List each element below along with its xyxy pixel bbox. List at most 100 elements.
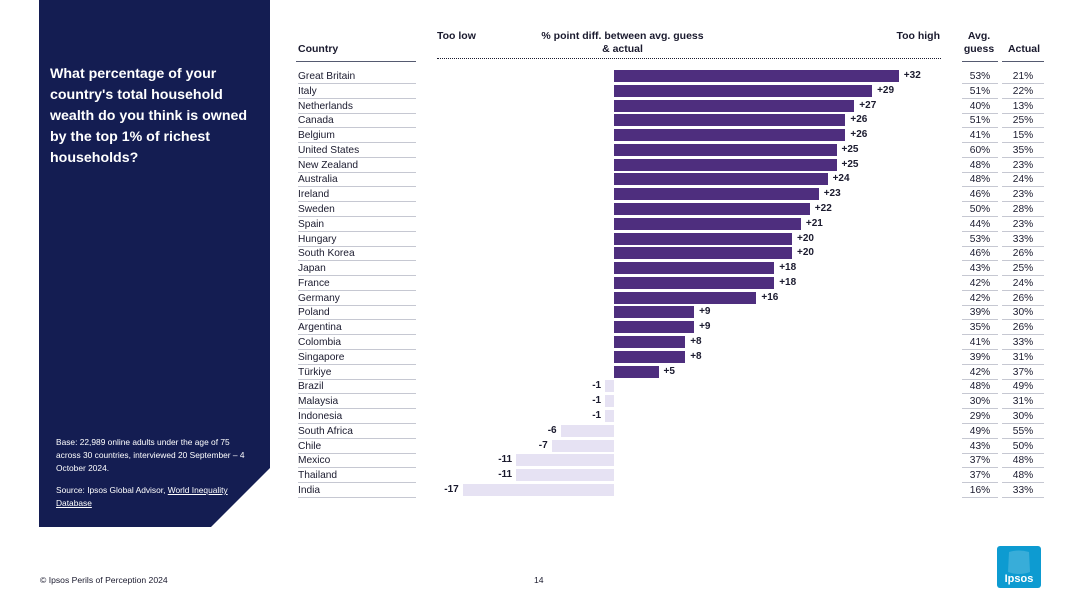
chart-row: Belgium +26 41% 15% — [0, 128, 1080, 144]
actual-value: 35% — [1002, 144, 1044, 158]
avg-guess-value: 53% — [962, 233, 998, 247]
diff-bar — [614, 276, 775, 289]
chart-row: India -17 16% 33% — [0, 483, 1080, 498]
diff-bar — [614, 217, 801, 230]
bar-value-label: +22 — [814, 203, 832, 215]
actual-value: 13% — [1002, 100, 1044, 114]
avg-guess-value: 53% — [962, 70, 998, 84]
chart-row: Great Britain +32 53% 21% — [0, 69, 1080, 84]
diff-bar — [614, 158, 837, 171]
actual-value: 24% — [1002, 173, 1044, 188]
country-label: South Korea — [298, 247, 416, 262]
source-note: Source: Ipsos Global Advisor, World Ineq… — [56, 484, 256, 510]
diff-bar — [614, 247, 792, 260]
actual-value: 23% — [1002, 188, 1044, 203]
actual-value: 50% — [1002, 440, 1044, 454]
diff-bar — [560, 424, 614, 437]
bar-value-label: -11 — [498, 454, 513, 466]
bar-value-label: -11 — [498, 469, 513, 481]
country-label: Colombia — [298, 336, 416, 351]
chart-row: Mexico -11 37% 48% — [0, 453, 1080, 469]
avg-guess-value: 37% — [962, 454, 998, 469]
diff-header: % point diff. between avg. guess & actua… — [541, 30, 704, 55]
bar-value-label: -1 — [592, 409, 602, 421]
chart-row: Poland +9 39% 30% — [0, 305, 1080, 321]
avg-guess-value: 46% — [962, 188, 998, 203]
diff-bar — [614, 188, 819, 201]
chart-row: South Africa -6 49% 55% — [0, 424, 1080, 439]
bar-value-label: +24 — [832, 173, 850, 185]
avg-guess-value: 39% — [962, 351, 998, 365]
avg-guess-value: 41% — [962, 129, 998, 144]
chart-row: Malaysia -1 30% 31% — [0, 394, 1080, 410]
source-link[interactable]: World Inequality Database — [56, 485, 228, 508]
actual-value: 25% — [1002, 262, 1044, 277]
avg-guess-value: 43% — [962, 262, 998, 277]
logo-swoosh — [1008, 550, 1030, 574]
country-label: Hungary — [298, 233, 416, 247]
actual-value: 26% — [1002, 292, 1044, 306]
diff-bar — [614, 84, 873, 97]
avg-guess-value: 35% — [962, 321, 998, 336]
avg-guess-value: 51% — [962, 85, 998, 99]
chart-row: Canada +26 51% 25% — [0, 113, 1080, 129]
footer-copyright: © Ipsos Perils of Perception 2024 — [40, 575, 168, 585]
chart-row: Brazil -1 48% 49% — [0, 379, 1080, 395]
actual-value: 33% — [1002, 336, 1044, 351]
country-label: Sweden — [298, 203, 416, 218]
avg-guess-value: 46% — [962, 247, 998, 262]
chart-row: Türkiye +5 42% 37% — [0, 365, 1080, 380]
diff-bar — [614, 173, 828, 186]
logo-background — [997, 546, 1041, 588]
country-label: Italy — [298, 85, 416, 99]
actual-value: 49% — [1002, 380, 1044, 395]
too-low-header: Too low — [437, 30, 476, 42]
country-label: Canada — [298, 114, 416, 129]
actual-value: 31% — [1002, 351, 1044, 365]
avg-guess-value: 44% — [962, 218, 998, 232]
country-label: Great Britain — [298, 70, 416, 84]
avg-guess-value: 43% — [962, 440, 998, 454]
diff-bar — [614, 70, 899, 82]
bar-value-label: -17 — [444, 483, 459, 495]
diff-bar — [605, 395, 614, 408]
bar-value-label: +27 — [859, 99, 877, 111]
country-label: Brazil — [298, 380, 416, 395]
chart-row: New Zealand +25 48% 23% — [0, 158, 1080, 173]
bar-value-label: +25 — [841, 158, 859, 170]
bar-value-label: +20 — [797, 247, 814, 259]
actual-value: 26% — [1002, 247, 1044, 262]
avg-guess-value: 60% — [962, 144, 998, 158]
chart-row: Argentina +9 35% 26% — [0, 320, 1080, 336]
avg-guess-value: 48% — [962, 159, 998, 173]
diff-bar — [614, 336, 686, 349]
country-label: United States — [298, 144, 416, 158]
bar-value-label: +26 — [850, 114, 868, 126]
avg-guess-value: 42% — [962, 292, 998, 306]
bar-value-label: +32 — [903, 70, 921, 81]
axis-dotted-line — [437, 58, 941, 59]
diff-bar — [614, 129, 846, 142]
actual-value: 30% — [1002, 306, 1044, 321]
country-label: India — [298, 484, 416, 498]
country-label: Singapore — [298, 351, 416, 365]
bar-value-label: +5 — [663, 365, 675, 377]
bar-value-label: +18 — [779, 276, 797, 288]
avg-guess-value: 49% — [962, 425, 998, 439]
country-label: Poland — [298, 306, 416, 321]
bar-value-label: +9 — [699, 306, 711, 318]
avg-guess-value: 51% — [962, 114, 998, 129]
source-prefix: Source: Ipsos Global Advisor, — [56, 485, 168, 495]
diff-bar — [614, 203, 810, 216]
chart-row: Indonesia -1 29% 30% — [0, 409, 1080, 424]
bar-value-label: -1 — [592, 380, 602, 392]
bar-value-label: +18 — [779, 262, 797, 274]
diff-bar — [605, 380, 614, 393]
bar-value-label: +23 — [823, 188, 841, 200]
actual-value: 31% — [1002, 395, 1044, 410]
country-label: Chile — [298, 440, 416, 454]
actual-value: 24% — [1002, 277, 1044, 291]
chart-row: Netherlands +27 40% 13% — [0, 99, 1080, 114]
avg-guess-value: 37% — [962, 469, 998, 484]
bar-value-label: -6 — [547, 424, 557, 436]
